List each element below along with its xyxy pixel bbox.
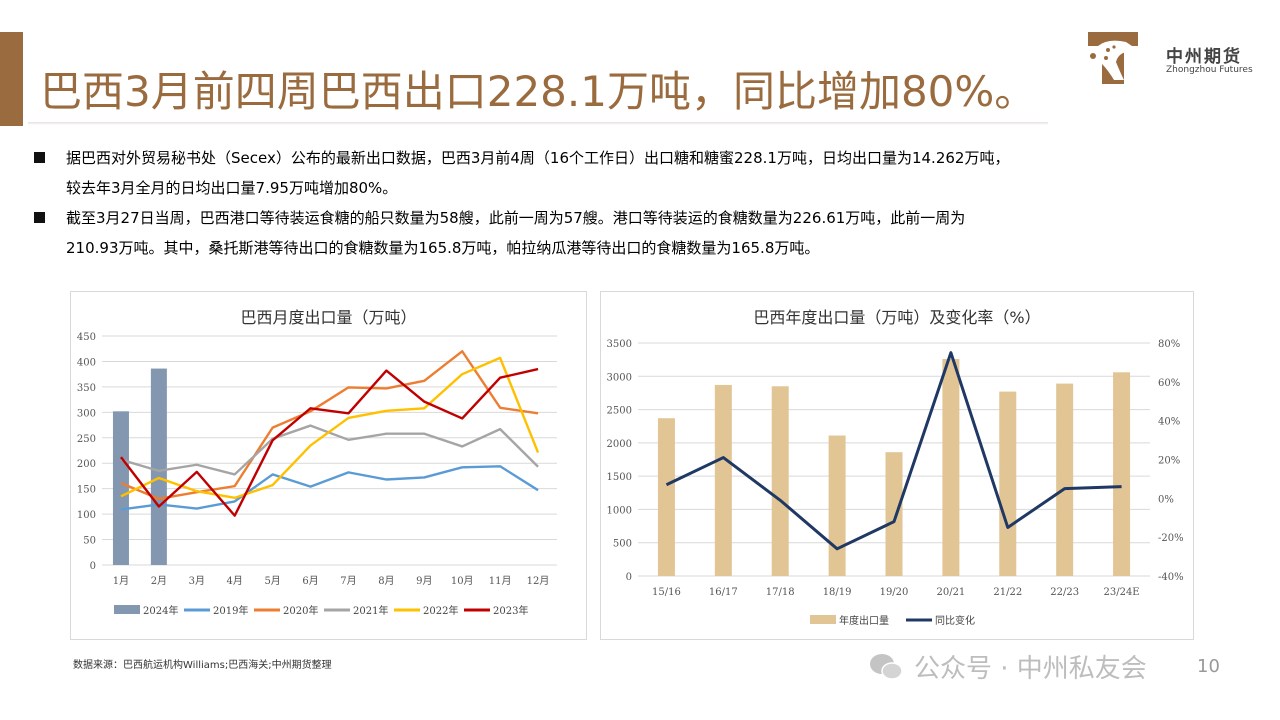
chart-title: 巴西月度出口量（万吨） xyxy=(240,308,417,327)
logo-chinese-name: 中州期货 xyxy=(1166,47,1242,67)
bullet-text-line: 据巴西对外贸易秘书处（Secex）公布的最新出口数据，巴西3月前4周（16个工作… xyxy=(66,149,1010,167)
watermark-text: 公众号 · 中州私友会 xyxy=(914,654,1147,684)
bullet-square-icon xyxy=(34,212,45,223)
bullet-text-line: 较去年3月全月的日均出口量7.95万吨增加80%。 xyxy=(66,179,398,197)
bullet-text-line: 截至3月27日当周，巴西港口等待装运食糖的船只数量为58艘，此前一周为57艘。港… xyxy=(66,209,966,227)
page-number: 10 xyxy=(1197,656,1220,677)
company-logo: 中州期货 Zhongzhou Futures xyxy=(1088,32,1278,84)
bullet-item: 据巴西对外贸易秘书处（Secex）公布的最新出口数据，巴西3月前4周（16个工作… xyxy=(34,143,1234,203)
bullet-list: 据巴西对外贸易秘书处（Secex）公布的最新出口数据，巴西3月前4周（16个工作… xyxy=(34,143,1234,263)
bullet-item: 截至3月27日当周，巴西港口等待装运食糖的船只数量为58艘，此前一周为57艘。港… xyxy=(34,203,1234,263)
chart-title: 巴西年度出口量（万吨）及变化率（%） xyxy=(753,308,1041,327)
wechat-watermark: 公众号 · 中州私友会 xyxy=(868,648,1147,685)
title-accent-bar xyxy=(0,32,23,126)
bullet-text-line: 210.93万吨。其中，桑托斯港等待出口的食糖数量为165.8万吨，帕拉纳瓜港等… xyxy=(66,239,820,257)
monthly-export-chart: 巴西月度出口量（万吨） xyxy=(70,291,587,640)
logo-english-name: Zhongzhou Futures xyxy=(1166,65,1253,75)
wechat-icon xyxy=(870,653,903,680)
annual-export-chart: 巴西年度出口量（万吨）及变化率（%） xyxy=(600,291,1194,640)
leopard-logo-icon xyxy=(1088,32,1138,84)
data-source-note: 数据来源：巴西航运机构Williams;巴西海关;中州期货整理 xyxy=(73,660,332,671)
title-divider xyxy=(28,122,1048,125)
page-title: 巴西3月前四周巴西出口228.1万吨，同比增加80%。 xyxy=(40,67,1037,116)
bullet-square-icon xyxy=(34,152,45,163)
